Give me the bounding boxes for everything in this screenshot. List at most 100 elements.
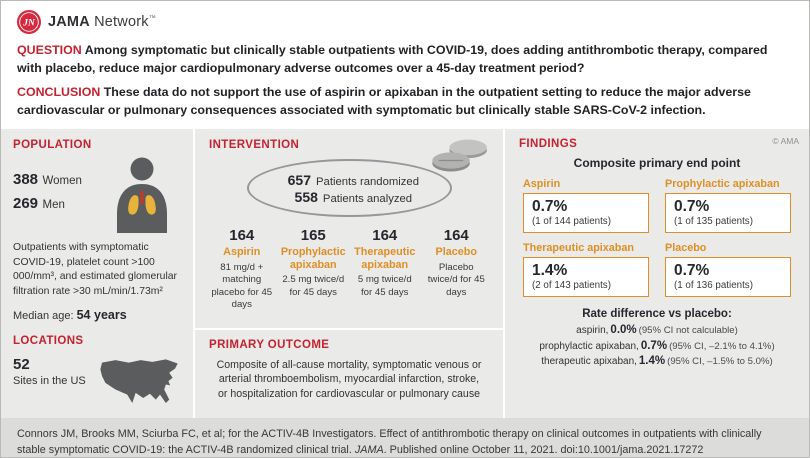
conclusion-label: CONCLUSION — [17, 85, 101, 100]
intervention-title: INTERVENTION — [209, 139, 300, 152]
findings-subtitle: Composite primary end point — [573, 156, 741, 171]
randomized-line: 657 Patients randomized — [279, 172, 419, 188]
citation-footer: Connors JM, Brooks MM, Sciurba FC, et al… — [1, 417, 809, 457]
population-counts: 388 Women 269 Men — [13, 157, 82, 233]
rate-difference-aspirin: aspirin, 0.0% (95% CI not calculable) — [519, 324, 795, 336]
locations-section: LOCATIONS 52 Sites in the US — [13, 335, 181, 410]
primary-outcome-text: Composite of all-cause mortality, sympto… — [216, 358, 482, 401]
population-title: POPULATION — [13, 139, 92, 152]
arm-regimen: Placebo twice/d for 45 days — [427, 261, 485, 298]
sites-label: Sites in the US — [13, 374, 86, 387]
rate-value: 0.0% — [610, 324, 637, 337]
rate-name: therapeutic apixaban, — [541, 356, 637, 368]
arm-prophylactic-apixaban: 165 Prophylactic apixaban 2.5 mg twice/d… — [281, 227, 347, 311]
rate-ci: (95% CI, –1.5% to 5.0%) — [667, 356, 773, 368]
rate-name: prophylactic apixaban, — [539, 340, 639, 352]
locations-title: LOCATIONS — [13, 334, 84, 347]
arm-name: Aspirin — [223, 246, 261, 259]
jama-logo-icon: JN — [17, 10, 41, 34]
rate-ci: (95% CI not calculable) — [638, 325, 738, 337]
arm-count: 164 — [229, 227, 255, 245]
women-count-line: 388 Women — [13, 171, 82, 189]
median-age-value: 54 years — [76, 307, 127, 322]
result-box: 1.4% (2 of 143 patients) — [523, 257, 649, 298]
arm-count: 164 — [443, 227, 469, 245]
rate-difference-title: Rate difference vs placebo: — [582, 308, 732, 321]
question-paragraph: QUESTION Among symptomatic but clinicall… — [17, 42, 793, 77]
citation-text: Connors JM, Brooks MM, Sciurba FC, et al… — [17, 427, 762, 456]
intervention-section: INTERVENTION 657 Patients randomized 558 P… — [195, 129, 503, 328]
result-detail: (1 of 135 patients) — [674, 216, 753, 228]
arm-aspirin: 164 Aspirin 81 mg/d + matching placebo f… — [209, 227, 275, 311]
logo-jama: JAMA — [48, 14, 90, 30]
findings-title: FINDINGS — [519, 138, 578, 151]
result-box: 0.7% (1 of 144 patients) — [523, 193, 649, 234]
sites-count: 52 — [13, 355, 30, 373]
result-prophylactic-apixaban: Prophylactic apixaban 0.7% (1 of 135 pat… — [665, 178, 791, 234]
ama-copyright: © AMA — [772, 136, 799, 147]
randomized-count: 657 — [287, 171, 311, 188]
result-therapeutic-apixaban: Therapeutic apixaban 1.4% (2 of 143 pati… — [523, 242, 649, 298]
population-top-row: 388 Women 269 Men — [13, 157, 181, 234]
women-count: 388 — [13, 171, 39, 189]
result-box: 0.7% (1 of 136 patients) — [665, 257, 791, 298]
analyzed-line: 558 Patients analyzed — [286, 189, 413, 205]
arm-therapeutic-apixaban: 164 Therapeutic apixaban 5 mg twice/d fo… — [352, 227, 418, 311]
result-value: 0.7% — [532, 198, 568, 216]
us-map-icon — [100, 359, 178, 403]
pills-icon — [432, 140, 487, 172]
result-detail: (1 of 136 patients) — [674, 280, 753, 292]
jama-network-logo: JN JAMA Network™ — [17, 10, 793, 34]
result-placebo: Placebo 0.7% (1 of 136 patients) — [665, 242, 791, 298]
population-description: Outpatients with symptomatic COVID-19, p… — [13, 242, 178, 297]
rate-ci: (95% CI, –2.1% to 4.1%) — [669, 340, 775, 352]
conclusion-text: These data do not support the use of asp… — [17, 85, 751, 117]
men-label: Men — [42, 199, 65, 212]
result-box: 0.7% (1 of 135 patients) — [665, 193, 791, 234]
women-label: Women — [42, 175, 82, 188]
person-icon — [117, 157, 167, 234]
randomization-ellipse: 657 Patients randomized 558 Patients analy… — [246, 159, 452, 218]
primary-outcome-title: PRIMARY OUTCOME — [209, 338, 330, 351]
header: JN JAMA Network™ QUESTION Among symptoma… — [1, 1, 809, 130]
logo-network: Network — [89, 14, 149, 30]
conclusion-paragraph: CONCLUSION These data do not support the… — [17, 84, 793, 119]
arm-regimen: 5 mg twice/d for 45 days — [357, 274, 412, 298]
result-detail: (1 of 144 patients) — [532, 216, 611, 228]
median-age-line: Median age: 54 years — [13, 308, 181, 322]
arm-placebo: 164 Placebo Placebo twice/d for 45 days — [424, 227, 490, 311]
arm-name: Prophylactic apixaban — [280, 246, 346, 271]
men-count-line: 269 Men — [13, 195, 82, 213]
citation-doi: . Published online October 11, 2021. doi… — [383, 443, 704, 456]
analyzed-label: Patients analyzed — [322, 192, 413, 205]
arm-name: Therapeutic apixaban — [354, 246, 416, 271]
rate-name: aspirin, — [576, 325, 609, 337]
rate-difference-prophylactic: prophylactic apixaban, 0.7% (95% CI, –2.1%… — [519, 340, 795, 352]
men-count: 269 — [13, 195, 39, 213]
rate-value: 1.4% — [638, 355, 666, 368]
population-section: POPULATION 388 Women 269 Men Outpatients… — [1, 129, 193, 418]
locations-body: 52 Sites in the US — [13, 352, 181, 410]
result-aspirin: Aspirin 0.7% (1 of 144 patients) — [523, 178, 649, 234]
svg-text:JN: JN — [22, 19, 36, 29]
findings-results-grid: Aspirin 0.7% (1 of 144 patients) Prophyl… — [519, 178, 795, 298]
middle-column: INTERVENTION 657 Patients randomized 558 P… — [195, 129, 503, 418]
primary-outcome-section: PRIMARY OUTCOME Composite of all-cause m… — [195, 329, 503, 418]
trademark-symbol: ™ — [148, 15, 156, 23]
intervention-arms: 164 Aspirin 81 mg/d + matching placebo f… — [209, 227, 489, 311]
result-name: Placebo — [665, 242, 707, 255]
result-name: Aspirin — [523, 178, 561, 191]
locations-text: 52 Sites in the US — [13, 352, 86, 387]
arm-count: 164 — [372, 227, 398, 245]
arm-name: Placebo — [435, 246, 477, 259]
result-value: 0.7% — [674, 262, 710, 280]
arm-count: 165 — [300, 227, 326, 245]
main-content: POPULATION 388 Women 269 Men Outpatients… — [1, 129, 809, 418]
result-detail: (2 of 143 patients) — [532, 280, 611, 292]
randomized-label: Patients randomized — [316, 175, 419, 188]
findings-section: © AMA FINDINGS Composite primary end poi… — [505, 129, 809, 418]
result-value: 0.7% — [674, 198, 710, 216]
question-text: Among symptomatic but clinically stable … — [17, 43, 768, 75]
logo-wordmark: JAMA Network™ — [48, 14, 156, 30]
